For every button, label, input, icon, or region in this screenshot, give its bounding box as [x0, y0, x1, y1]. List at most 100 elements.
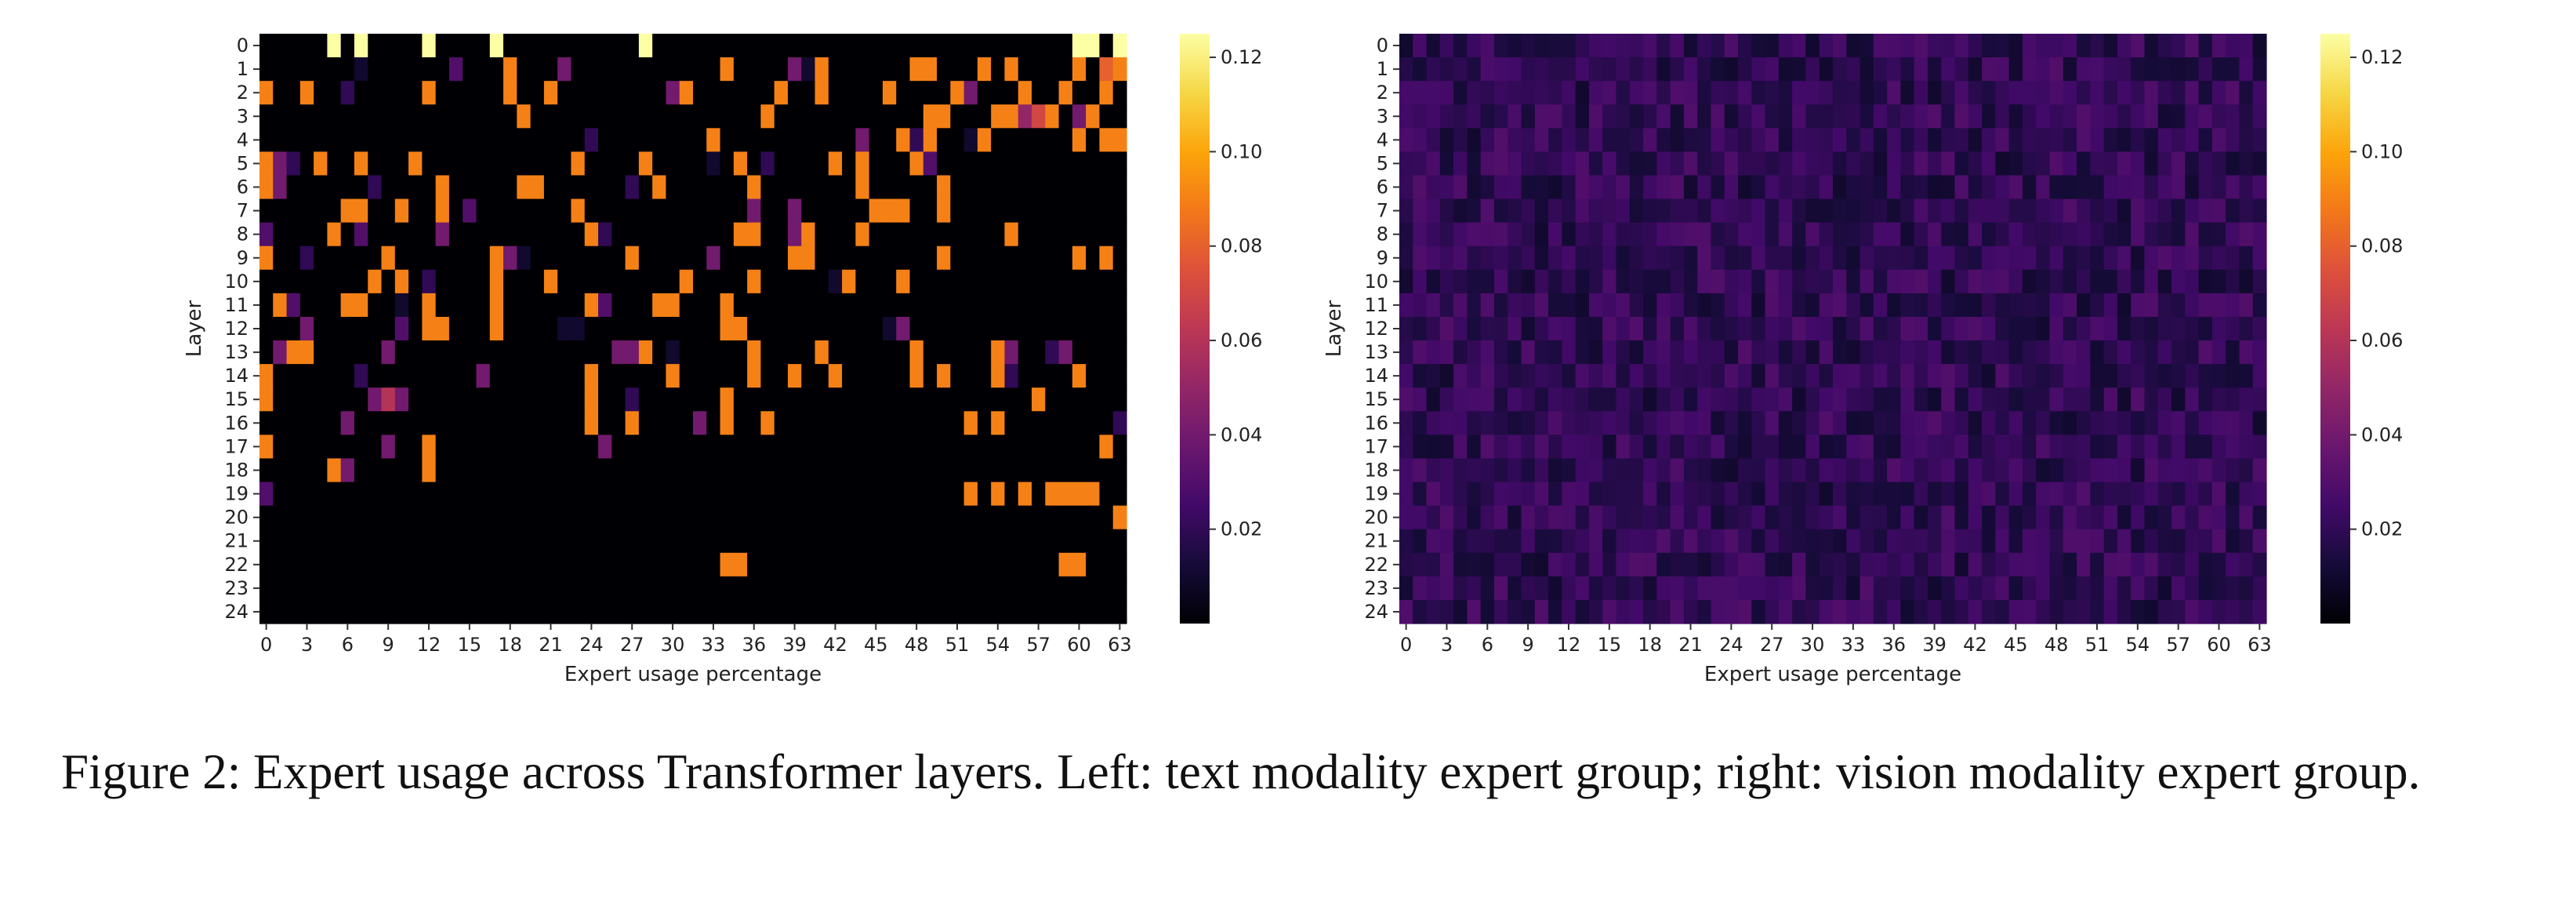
- heatmap-cell: [2226, 81, 2240, 105]
- heatmap-cell: [1562, 57, 1576, 82]
- heatmap-cell: [2022, 293, 2037, 318]
- heatmap-cell: [286, 340, 301, 365]
- heatmap-cell: [652, 198, 667, 224]
- heatmap-cell: [2131, 222, 2146, 247]
- heatmap-cell: [828, 458, 843, 483]
- heatmap-cell: [448, 364, 463, 388]
- heatmap-cell: [1711, 81, 1725, 105]
- heatmap-cell: [2049, 387, 2064, 412]
- heatmap-cell: [394, 128, 409, 152]
- heatmap-cell: [1887, 599, 1902, 624]
- heatmap-cell: [1548, 576, 1562, 601]
- heatmap-cell: [2226, 435, 2240, 460]
- heatmap-cell: [1805, 104, 1820, 129]
- heatmap-cell: [448, 222, 463, 247]
- heatmap-cell: [1833, 411, 1847, 435]
- heatmap-cell: [2239, 482, 2254, 507]
- heatmap-cell: [801, 57, 816, 82]
- heatmap-cell: [733, 104, 748, 129]
- y-tick-label: 20: [224, 507, 249, 529]
- heatmap-cell: [1413, 505, 1428, 530]
- heatmap-cell: [1900, 128, 1915, 152]
- heatmap-cell: [1453, 435, 1468, 460]
- heatmap-cell: [1656, 198, 1671, 224]
- heatmap-cell: [1562, 340, 1576, 365]
- heatmap-cell: [625, 435, 640, 460]
- heatmap-cell: [2008, 128, 2023, 152]
- heatmap-cell: [2090, 364, 2105, 388]
- heatmap-cell: [1846, 222, 1861, 247]
- heatmap-cell: [1914, 151, 1928, 176]
- heatmap-cell: [273, 458, 288, 483]
- heatmap-cell: [706, 198, 721, 224]
- heatmap-cell: [1588, 435, 1603, 460]
- heatmap-cell: [1045, 293, 1060, 318]
- heatmap-cell: [2144, 505, 2159, 530]
- heatmap-cell: [1058, 340, 1073, 365]
- heatmap-cell: [1873, 81, 1888, 105]
- heatmap-cell: [1575, 175, 1590, 200]
- heatmap-cell: [2049, 151, 2064, 176]
- heatmap-cell: [448, 529, 463, 554]
- heatmap-cell: [963, 552, 978, 577]
- heatmap-cell: [1941, 293, 1956, 318]
- heatmap-cell: [1724, 482, 1739, 507]
- heatmap-cell: [855, 175, 870, 200]
- heatmap-cell: [693, 269, 707, 294]
- heatmap-cell: [1086, 246, 1101, 271]
- heatmap-cell: [1508, 222, 1522, 247]
- heatmap-cell: [706, 104, 721, 129]
- heatmap-cell: [2117, 458, 2132, 483]
- heatmap-cell: [896, 435, 911, 460]
- heatmap-cell: [530, 222, 545, 247]
- heatmap-cell: [1873, 222, 1888, 247]
- heatmap-cell: [1004, 340, 1019, 365]
- heatmap-cell: [1914, 552, 1928, 577]
- heatmap-cell: [666, 576, 680, 601]
- heatmap-cell: [747, 57, 762, 82]
- heatmap-cell: [1656, 458, 1671, 483]
- heatmap-cell: [801, 128, 816, 152]
- heatmap-cell: [963, 151, 978, 176]
- heatmap-cell: [1508, 81, 1522, 105]
- heatmap-cell: [1045, 458, 1060, 483]
- heatmap-cell: [2211, 435, 2226, 460]
- heatmap-cell: [2198, 175, 2213, 200]
- heatmap-cell: [1399, 340, 1413, 365]
- heatmap-cell: [1521, 529, 1536, 554]
- heatmap-cell: [1954, 293, 1969, 318]
- heatmap-cell: [1045, 34, 1060, 58]
- heatmap-cell: [1602, 387, 1617, 412]
- y-tick-label: 0: [237, 35, 249, 56]
- heatmap-cell: [2144, 34, 2159, 58]
- heatmap-cell: [1032, 505, 1046, 530]
- heatmap-cell: [909, 81, 924, 105]
- heatmap-cell: [977, 316, 992, 341]
- heatmap-cell: [1873, 435, 1888, 460]
- heatmap-cell: [1643, 411, 1657, 435]
- heatmap-cell: [2226, 411, 2240, 435]
- heatmap-cell: [1846, 364, 1861, 388]
- heatmap-cell: [354, 198, 368, 224]
- heatmap-cell: [1656, 387, 1671, 412]
- heatmap-cell: [557, 293, 572, 318]
- heatmap-cell: [1480, 269, 1495, 294]
- heatmap-cell: [259, 269, 274, 294]
- heatmap-cell: [517, 34, 532, 58]
- heatmap-cell: [1751, 316, 1766, 341]
- heatmap-cell: [1616, 340, 1631, 365]
- heatmap-cell: [422, 552, 437, 577]
- heatmap-cell: [733, 482, 748, 507]
- heatmap-cell: [1058, 364, 1073, 388]
- heatmap-cell: [489, 81, 504, 105]
- heatmap-cell: [1467, 387, 1482, 412]
- heatmap-cell: [828, 246, 843, 271]
- heatmap-cell: [1439, 128, 1454, 152]
- heatmap-cell: [1765, 269, 1780, 294]
- heatmap-cell: [1588, 316, 1603, 341]
- heatmap-cell: [923, 269, 938, 294]
- heatmap-cell: [1086, 458, 1101, 483]
- heatmap-cell: [2171, 387, 2186, 412]
- heatmap-cell: [2239, 435, 2254, 460]
- heatmap-cell: [2171, 198, 2186, 224]
